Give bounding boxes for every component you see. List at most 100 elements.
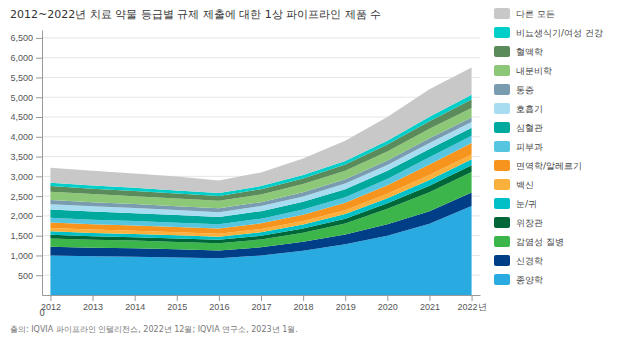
legend-label: 비뇨생식기/여성 건강	[516, 28, 603, 38]
legend-item: 감염성 질병	[494, 236, 564, 247]
legend-item: 내분비학	[494, 65, 552, 76]
y-tick-label: 3,000	[10, 172, 33, 182]
legend-swatch	[494, 46, 510, 57]
legend-item: 신경학	[494, 255, 543, 266]
legend-swatch	[494, 274, 510, 285]
legend-item: 통증	[494, 84, 534, 95]
x-tick-mark	[429, 295, 430, 301]
y-tick: 500	[18, 271, 42, 281]
legend-swatch	[494, 217, 510, 228]
legend-swatch	[494, 179, 510, 190]
grid-line	[42, 97, 480, 98]
y-tick-mark	[36, 216, 42, 217]
legend-swatch	[494, 27, 510, 38]
y-tick-label: 2,000	[10, 211, 33, 221]
x-tick-label: 2016	[209, 302, 229, 312]
y-tick: 3,000	[10, 172, 42, 182]
legend-swatch	[494, 160, 510, 171]
x-tick-mark	[50, 295, 51, 301]
legend-item: 면역학/알레르기	[494, 160, 582, 171]
chart-svg: 2012201320142015201620172018201920202021…	[0, 0, 630, 337]
y-tick-label: 6,000	[10, 53, 33, 63]
x-tick: 2018	[294, 295, 314, 312]
area	[50, 68, 471, 193]
x-tick-mark	[387, 295, 388, 301]
x-tick-mark	[135, 295, 136, 301]
y-tick-label: 3,500	[10, 152, 33, 162]
y-tick-mark	[36, 157, 42, 158]
legend-item: 종양학	[494, 274, 543, 285]
y-tick-mark	[36, 255, 42, 256]
y-tick-mark	[36, 97, 42, 98]
y-tick-mark	[36, 77, 42, 78]
y-tick-mark	[36, 58, 42, 59]
x-tick-mark	[261, 295, 262, 301]
legend-item: 피부과	[494, 141, 543, 152]
legend-swatch	[494, 255, 510, 266]
y-tick: 2,500	[10, 191, 42, 201]
legend-label: 통증	[516, 85, 534, 95]
y-tick-label: 4,500	[10, 112, 33, 122]
y-tick-label: 5,000	[10, 93, 33, 103]
x-tick: 2022년	[458, 295, 487, 312]
x-tick: 2016	[209, 295, 229, 312]
x-tick-mark	[472, 295, 473, 301]
y-tick-mark	[36, 117, 42, 118]
y-tick: 6,500	[10, 33, 42, 43]
legend: 다른 모든비뇨생식기/여성 건강혈액학내분비학통증호흡기심혈관피부과면역학/알레…	[494, 8, 603, 285]
x-tick-label: 2017	[251, 302, 271, 312]
legend-item: 혈액학	[494, 46, 543, 57]
x-tick-mark	[303, 295, 304, 301]
annotation: 0	[39, 308, 45, 318]
legend-swatch	[494, 103, 510, 114]
y-tick-label: 2,500	[10, 191, 33, 201]
x-tick: 2014	[125, 295, 145, 312]
y-tick: 5,000	[10, 93, 42, 103]
x-tick-label: 2013	[83, 302, 103, 312]
y-tick-label: 5,500	[10, 73, 33, 83]
y-tick-mark	[36, 196, 42, 197]
legend-swatch	[494, 122, 510, 133]
y-tick: 3,500	[10, 152, 42, 162]
x-tick-label: 2014	[125, 302, 145, 312]
x-tick: 2020	[378, 295, 398, 312]
x-tick-mark	[219, 295, 220, 301]
y-tick-mark	[36, 176, 42, 177]
y-tick: 4,500	[10, 112, 42, 122]
legend-swatch	[494, 236, 510, 247]
x-tick: 2013	[83, 295, 103, 312]
y-tick-mark	[36, 275, 42, 276]
plot-area: 2012201320142015201620172018201920202021…	[10, 31, 486, 319]
legend-item: 비뇨생식기/여성 건강	[494, 27, 603, 38]
y-tick: 4,000	[10, 132, 42, 142]
y-tick-label: 4,000	[10, 132, 33, 142]
legend-label: 위장관	[516, 218, 543, 228]
y-tick-mark	[36, 236, 42, 237]
x-tick-label: 2018	[294, 302, 314, 312]
y-tick: 6,000	[10, 53, 42, 63]
legend-label: 피부과	[516, 142, 543, 152]
legend-item: 다른 모든	[494, 8, 555, 19]
legend-swatch	[494, 8, 510, 19]
x-tick-label: 2020	[378, 302, 398, 312]
x-tick-label: 2021	[420, 302, 440, 312]
grid-line	[42, 77, 480, 78]
legend-swatch	[494, 198, 510, 209]
y-tick-mark	[36, 38, 42, 39]
y-tick: 1,500	[10, 231, 42, 241]
x-tick: 2019	[336, 295, 356, 312]
source-note: 출의: IQVIA 파이프라인 인텔리전스, 2022년 12월; IQVIA …	[10, 325, 298, 334]
chart-title: 2012~2022년 치료 약물 등급별 규제 제출에 대한 1상 파이프라인 …	[10, 8, 381, 21]
grid-line	[42, 57, 480, 58]
legend-label: 눈/귀	[516, 199, 537, 209]
y-axis: 5001,0001,5002,0002,5003,0003,5004,0004,…	[10, 31, 42, 296]
x-tick-mark	[93, 295, 94, 301]
x-tick-mark	[177, 295, 178, 301]
legend-item: 위장관	[494, 217, 543, 228]
legend-label: 혈액학	[516, 47, 543, 57]
x-axis: 2012201320142015201620172018201920202021…	[41, 295, 487, 312]
legend-swatch	[494, 141, 510, 152]
y-tick: 5,500	[10, 73, 42, 83]
y-tick-label: 6,500	[10, 33, 33, 43]
legend-label: 감염성 질병	[516, 237, 564, 247]
